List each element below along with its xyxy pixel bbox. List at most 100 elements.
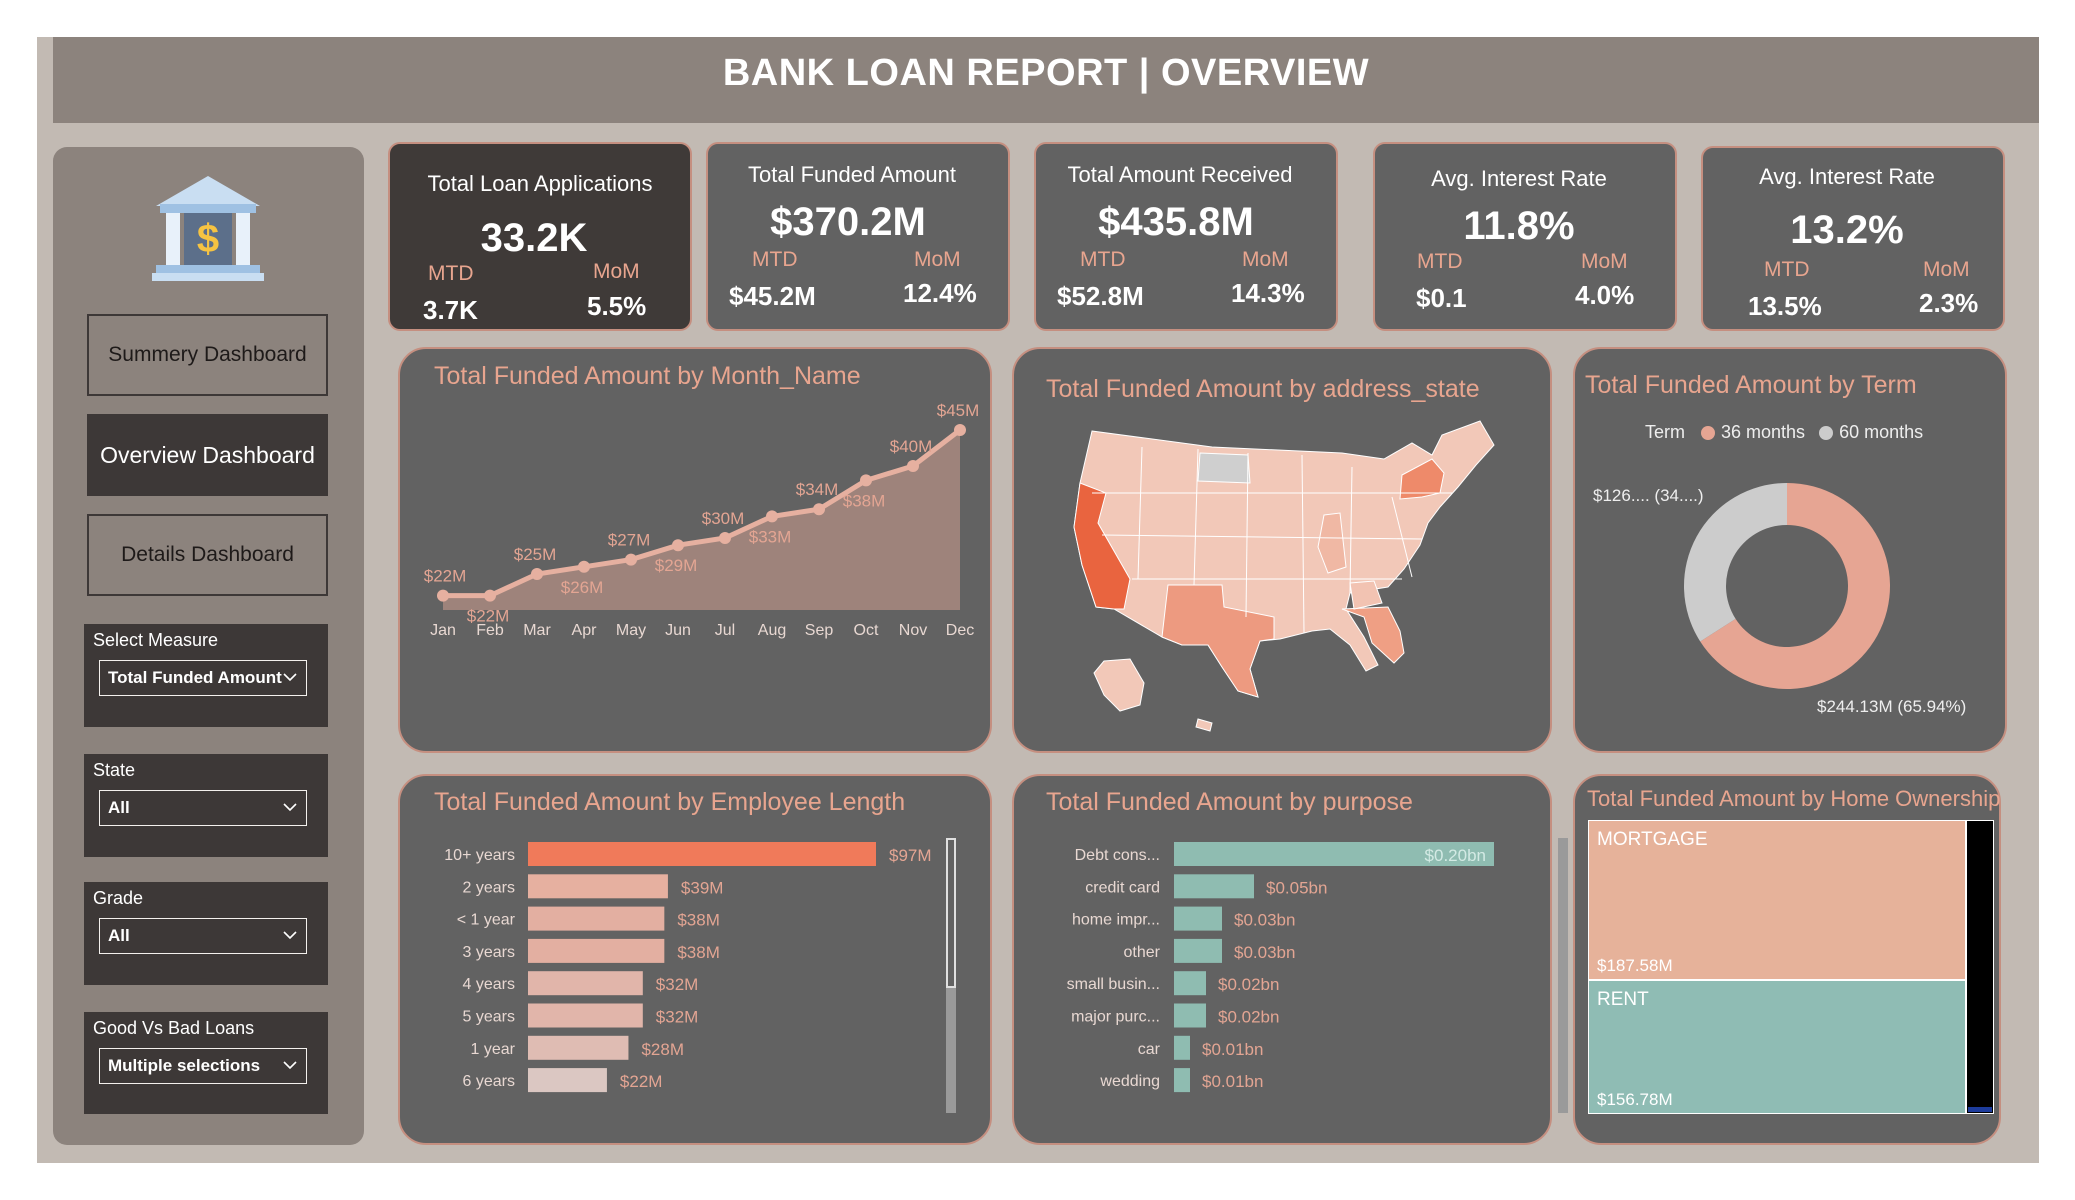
purpose-bar-chart: Debt cons... $0.20bn credit card $0.05bn hom…	[1067, 842, 1494, 1093]
loan-quality-dropdown[interactable]: Multiple selections	[99, 1048, 307, 1084]
data-point	[531, 568, 543, 580]
bar	[528, 1035, 629, 1060]
kpi-mtd-value: 3.7K	[423, 295, 478, 325]
panel-title: Total Funded Amount by Employee Length	[434, 788, 906, 816]
kpi-mtd-value: $52.8M	[1057, 281, 1144, 311]
category-label: 1 year	[471, 1041, 516, 1058]
nav-summary-dashboard[interactable]: Summery Dashboard	[87, 314, 328, 396]
kpi-value: $435.8M	[1098, 200, 1254, 244]
data-point	[437, 589, 449, 602]
x-tick-label: Jan	[430, 622, 456, 639]
kpi-mom-label: MoM	[1581, 250, 1628, 273]
series-line	[443, 428, 962, 599]
kpi-title: Total Loan Applications	[427, 171, 653, 196]
legend-item-60-months[interactable]: 60 months	[1839, 422, 1924, 442]
category-label: 5 years	[463, 1009, 515, 1026]
data-point	[719, 532, 731, 544]
x-tick-label: Jun	[665, 622, 691, 639]
panel-title: Total Funded Amount by Month_Name	[434, 362, 861, 390]
kpi-total-amount-received[interactable]: Total Amount Received $435.8M MTD MoM $5…	[1034, 142, 1338, 331]
data-label: $38M	[843, 491, 886, 510]
slicer-grade: Grade All	[84, 882, 328, 985]
kpi-avg-interest-rate[interactable]: Avg. Interest Rate 11.8% MTD MoM $0.1 4.…	[1373, 142, 1677, 331]
treemap-other[interactable]	[1966, 820, 1994, 1114]
data-point	[578, 560, 590, 573]
panel-funded-by-home-ownership[interactable]: Total Funded Amount by Home Ownership MO…	[1573, 774, 2001, 1145]
bar	[528, 842, 876, 866]
data-point	[954, 424, 966, 436]
data-point	[625, 553, 637, 566]
panel-funded-by-term[interactable]: Total Funded Amount by Term Term 36 mont…	[1573, 347, 2007, 753]
dropdown-value: Multiple selections	[108, 1056, 261, 1075]
treemap-rent[interactable]: RENT $156.78M	[1588, 980, 1966, 1114]
data-label: $22M	[424, 567, 467, 586]
kpi-value: 11.8%	[1463, 204, 1575, 248]
data-point	[484, 589, 496, 602]
map-north-dakota	[1197, 452, 1251, 484]
bar	[528, 938, 665, 963]
data-point	[672, 539, 684, 552]
category-label: small busin...	[1067, 976, 1160, 993]
measure-dropdown[interactable]: Total Funded Amount	[99, 660, 307, 696]
nav-details-dashboard[interactable]: Details Dashboard	[87, 514, 328, 596]
scrollbar-thumb[interactable]	[946, 838, 956, 988]
kpi-mom-label: MoM	[593, 260, 640, 283]
x-tick-label: Mar	[523, 622, 551, 639]
bar	[1174, 1035, 1190, 1060]
map-california	[1073, 482, 1131, 610]
slicer-label: Good Vs Bad Loans	[93, 1018, 255, 1038]
treemap-own[interactable]	[1968, 1107, 1992, 1112]
state-dropdown[interactable]: All	[99, 790, 307, 826]
scrollbar-track[interactable]	[1558, 838, 1568, 1113]
treemap-label: RENT	[1597, 989, 1649, 1010]
legend-item-36-months[interactable]: 36 months	[1721, 422, 1806, 442]
nav-label: Overview Dashboard	[100, 441, 315, 468]
data-label: $29M	[655, 556, 698, 575]
nav-overview-dashboard[interactable]: Overview Dashboard	[87, 414, 328, 496]
kpi-mom-label: MoM	[1923, 258, 1970, 281]
kpi-total-loan-applications[interactable]: Total Loan Applications 33.2K MTD MoM 3.…	[388, 142, 692, 331]
donut-label-36-months: $244.13M (65.94%)	[1817, 697, 1967, 716]
grade-dropdown[interactable]: All	[99, 918, 307, 954]
kpi-title: Avg. Interest Rate	[1759, 164, 1935, 189]
x-tick-label: Oct	[854, 622, 879, 639]
treemap-mortgage[interactable]: MORTGAGE $187.58M	[1588, 820, 1966, 980]
legend-dot-60	[1819, 425, 1834, 440]
us-state-map	[1073, 420, 1495, 732]
slicer-label: Select Measure	[93, 630, 219, 650]
chevron-down-icon	[283, 1061, 297, 1070]
category-label: car	[1138, 1041, 1161, 1058]
x-tick-label: Feb	[476, 622, 504, 639]
x-tick-label: Nov	[899, 622, 927, 639]
bar	[528, 1068, 607, 1093]
kpi-mtd-label: MTD	[1417, 250, 1463, 273]
kpi-total-funded-amount[interactable]: Total Funded Amount $370.2M MTD MoM $45.…	[706, 142, 1010, 331]
data-label: $26M	[561, 578, 604, 597]
kpi-mtd-label: MTD	[1080, 248, 1126, 271]
x-tick-label: Sep	[805, 622, 834, 639]
category-label: 2 years	[463, 879, 515, 896]
map-georgia	[1349, 580, 1383, 610]
kpi-avg-interest-rate-2[interactable]: Avg. Interest Rate 13.2% MTD MoM 13.5% 2…	[1701, 146, 2005, 331]
bar	[528, 906, 665, 931]
kpi-mtd-label: MTD	[752, 248, 798, 271]
slicer-state: State All	[84, 754, 328, 857]
panel-funded-by-employee-length[interactable]: Total Funded Amount by Employee Length 1…	[398, 774, 992, 1145]
bank-dollar-icon: $	[152, 176, 264, 281]
panel-funded-by-state[interactable]: Total Funded Amount by address_state	[1012, 347, 1552, 753]
category-label: wedding	[1099, 1073, 1160, 1090]
legend-title: Term	[1645, 422, 1685, 442]
panel-funded-by-month[interactable]: Total Funded Amount by Month_Name $22M Ja…	[398, 347, 992, 753]
slicer-label: State	[93, 760, 136, 780]
data-label: $0.02bn	[1218, 975, 1279, 994]
panel-funded-by-purpose[interactable]: Total Funded Amount by purpose Debt cons…	[1012, 774, 1568, 1145]
data-label: $32M	[656, 1008, 699, 1027]
data-label: $22M	[467, 607, 510, 626]
category-label: home impr...	[1072, 912, 1160, 929]
data-label: $22M	[620, 1072, 663, 1091]
page-title: BANK LOAN REPORT | OVERVIEW	[722, 52, 1370, 94]
panel-title: Total Funded Amount by address_state	[1046, 375, 1480, 403]
data-label: $27M	[608, 531, 651, 550]
kpi-mtd-value: 13.5%	[1748, 291, 1822, 321]
category-label: other	[1124, 944, 1161, 961]
